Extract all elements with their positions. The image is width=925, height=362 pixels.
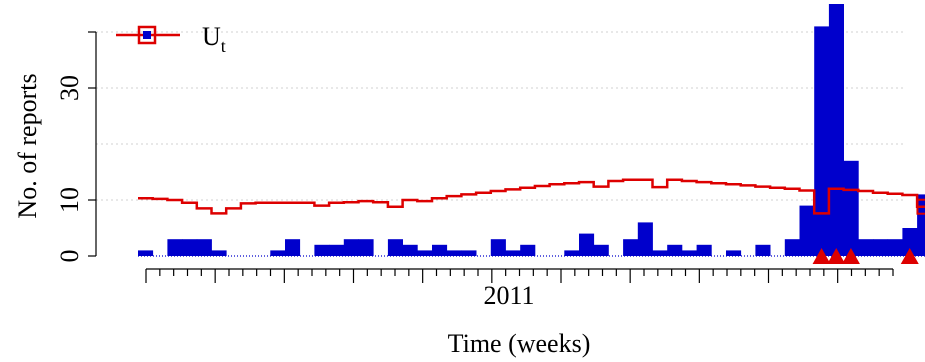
alarm-week-49 — [841, 248, 860, 264]
legend: Ut — [116, 22, 226, 56]
bar-week-10 — [270, 250, 286, 256]
legend-marker-outer — [137, 25, 157, 45]
bar-week-54 — [917, 194, 925, 256]
bar-week-39 — [696, 244, 712, 256]
bar-week-26 — [505, 250, 521, 256]
bar-week-46 — [799, 205, 815, 256]
bar-week-4 — [182, 239, 198, 256]
axes: 0 10 30 — [55, 31, 894, 283]
bar-week-34 — [623, 239, 639, 256]
report-bars — [138, 4, 925, 257]
legend-label-main: U — [202, 22, 221, 51]
bar-week-21 — [432, 244, 448, 256]
bar-week-15 — [343, 239, 359, 256]
threshold-line — [138, 178, 925, 215]
alarm-week-48 — [827, 248, 846, 264]
x-axis-label: Time (weeks) — [448, 329, 591, 358]
gridlines — [96, 31, 905, 201]
bar-week-20 — [417, 250, 433, 256]
x-tick-label-2011: 2011 — [483, 281, 534, 310]
bar-week-18 — [387, 239, 403, 256]
bar-week-47 — [814, 26, 830, 257]
alarm-week-53 — [900, 248, 919, 264]
bar-week-45 — [784, 239, 800, 256]
y-axis-label: No. of reports — [13, 73, 42, 218]
alarm-markers — [812, 248, 919, 264]
bar-week-14 — [329, 244, 345, 256]
threshold-marker — [916, 198, 925, 215]
legend-marker-inner — [143, 31, 151, 39]
bar-week-11 — [285, 239, 301, 256]
bar-week-41 — [726, 250, 742, 256]
y-tick-label-10: 10 — [55, 187, 84, 213]
legend-label-sub: t — [221, 36, 226, 56]
bar-week-31 — [579, 233, 595, 256]
bar-week-25 — [490, 239, 506, 256]
bar-week-5 — [196, 239, 212, 256]
bar-week-13 — [314, 244, 330, 256]
bar-week-35 — [637, 222, 653, 256]
bar-week-36 — [652, 250, 668, 256]
bar-week-3 — [167, 239, 183, 256]
bar-week-6 — [211, 250, 227, 256]
y-tick-label-30: 30 — [55, 75, 84, 101]
bar-week-43 — [755, 244, 771, 256]
bar-week-19 — [402, 244, 418, 256]
bar-week-51 — [873, 239, 889, 256]
bar-week-38 — [681, 250, 697, 256]
legend-label: Ut — [202, 22, 226, 56]
bar-week-50 — [858, 239, 874, 256]
bar-week-1 — [138, 250, 154, 256]
threshold-line-group — [138, 178, 925, 215]
bar-week-49 — [843, 160, 859, 256]
bar-week-53 — [902, 228, 918, 256]
alarm-week-47 — [812, 248, 831, 264]
bar-week-16 — [358, 239, 374, 256]
bar-week-27 — [520, 244, 536, 256]
bar-week-22 — [446, 250, 462, 256]
bar-week-48 — [828, 4, 844, 256]
bar-week-23 — [461, 250, 477, 256]
bar-week-32 — [593, 244, 609, 256]
bar-week-30 — [564, 250, 580, 256]
y-tick-label-0: 0 — [55, 250, 84, 263]
bar-week-37 — [667, 244, 683, 256]
bar-week-52 — [887, 239, 903, 256]
